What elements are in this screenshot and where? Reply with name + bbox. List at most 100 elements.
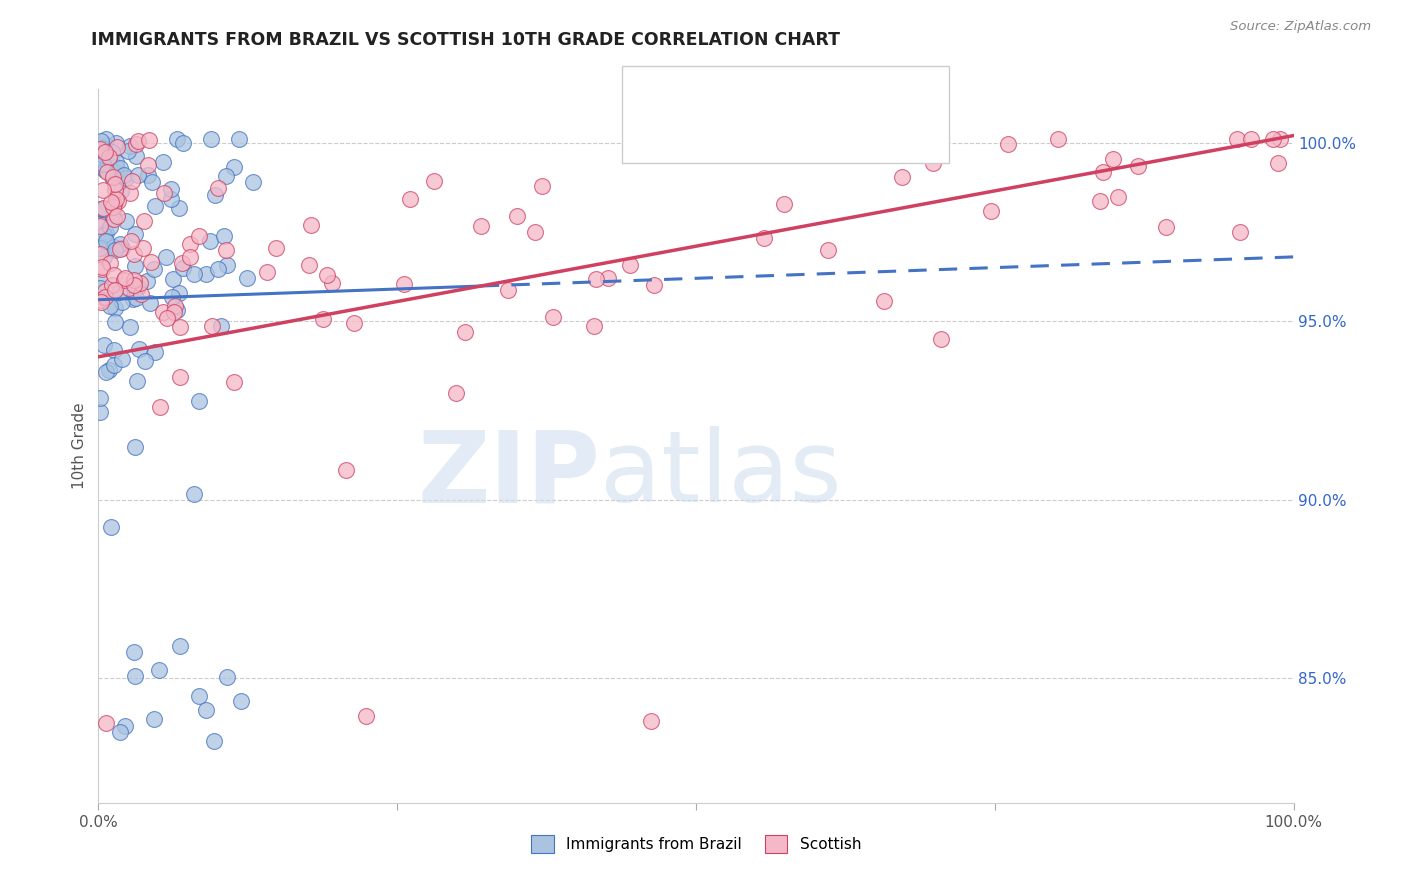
Point: [470, 219, 492, 233]
Point: [136, 158, 159, 172]
Point: [127, 168, 149, 182]
Point: [136, 168, 159, 182]
Point: [93, 163, 115, 178]
Point: [162, 271, 184, 285]
Point: [160, 192, 183, 206]
Point: [139, 255, 162, 269]
Point: [298, 258, 321, 272]
Point: [1092, 165, 1115, 179]
Point: [1226, 132, 1249, 146]
Point: [1267, 156, 1289, 170]
Point: [343, 316, 366, 330]
Point: [105, 140, 128, 154]
Text: N =: N =: [821, 128, 860, 146]
Point: [752, 231, 775, 245]
Point: [120, 234, 142, 248]
Point: [91, 183, 114, 197]
Point: [124, 440, 146, 454]
Point: [160, 290, 183, 304]
Text: N =: N =: [821, 82, 860, 100]
Point: [98, 220, 121, 235]
Y-axis label: 10th Grade: 10th Grade: [72, 402, 87, 490]
Point: [117, 144, 139, 158]
Point: [118, 281, 141, 295]
Point: [107, 194, 129, 209]
Point: [194, 703, 217, 717]
Point: [165, 299, 187, 313]
Point: [524, 225, 547, 239]
Point: [104, 183, 127, 197]
Point: [96, 165, 118, 179]
Point: [207, 181, 229, 195]
Point: [125, 137, 148, 152]
Point: [110, 236, 132, 251]
Point: [212, 229, 235, 244]
Point: [114, 214, 136, 228]
Point: [128, 343, 150, 357]
Point: [200, 132, 222, 146]
Point: [890, 169, 912, 184]
Point: [93, 338, 115, 352]
Point: [124, 273, 146, 287]
Point: [152, 305, 174, 319]
Point: [111, 351, 134, 366]
Point: [103, 239, 125, 253]
Point: [118, 138, 141, 153]
Point: [94, 137, 117, 152]
Point: [207, 262, 229, 277]
Point: [89, 142, 111, 156]
Point: [215, 670, 238, 684]
Point: [91, 202, 114, 216]
Point: [204, 187, 226, 202]
Point: [202, 734, 225, 748]
Point: [169, 639, 191, 653]
Point: [103, 170, 125, 185]
Point: [89, 217, 111, 231]
Point: [89, 405, 111, 419]
Point: [138, 133, 160, 147]
Text: Source: ZipAtlas.com: Source: ZipAtlas.com: [1230, 20, 1371, 33]
Point: [228, 132, 250, 146]
Point: [187, 690, 209, 704]
Point: [152, 155, 174, 169]
Point: [159, 182, 181, 196]
Point: [105, 192, 128, 206]
Point: [299, 219, 322, 233]
Point: [312, 312, 335, 326]
Point: [111, 294, 134, 309]
Point: [136, 274, 159, 288]
Point: [209, 318, 232, 333]
Point: [89, 391, 111, 405]
Text: 0.379: 0.379: [734, 128, 785, 146]
Point: [335, 463, 357, 477]
Point: [873, 293, 896, 308]
Point: [90, 134, 112, 148]
Point: [94, 235, 117, 249]
FancyBboxPatch shape: [621, 65, 949, 163]
Point: [316, 268, 339, 282]
Point: [112, 273, 135, 287]
Point: [124, 669, 146, 683]
Point: [596, 271, 619, 285]
Point: [1128, 159, 1150, 173]
Point: [103, 178, 125, 192]
Point: [179, 237, 201, 252]
Point: [90, 294, 112, 309]
Text: 114: 114: [869, 128, 903, 146]
Point: [101, 170, 124, 185]
Point: [114, 271, 136, 285]
Point: [156, 310, 179, 325]
Point: [114, 719, 136, 733]
Point: [103, 197, 125, 211]
Point: [104, 136, 127, 151]
Point: [187, 229, 209, 244]
Point: [122, 292, 145, 306]
Point: [124, 246, 146, 260]
Point: [127, 280, 149, 294]
Point: [215, 243, 238, 257]
Point: [444, 386, 467, 401]
Point: [167, 202, 190, 216]
Point: [96, 365, 118, 379]
Point: [98, 150, 121, 164]
Point: [619, 259, 641, 273]
